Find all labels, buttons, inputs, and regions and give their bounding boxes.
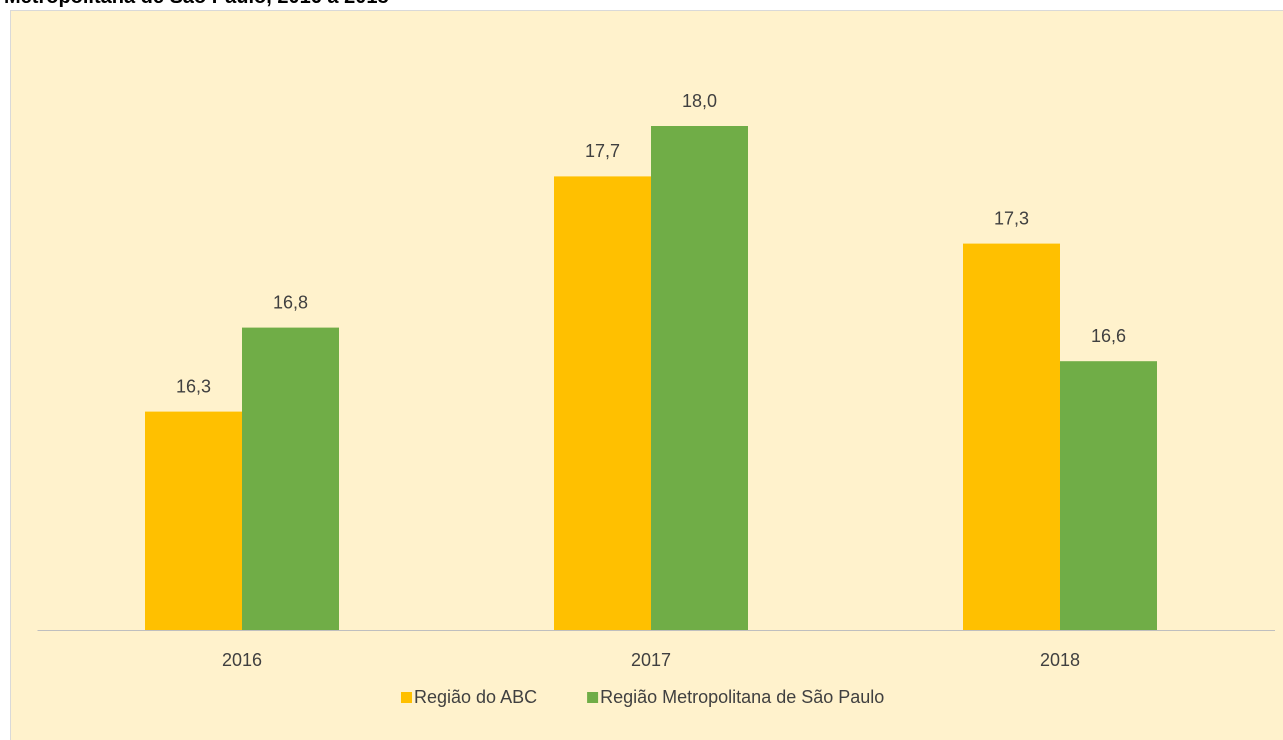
value-label: 17,3 xyxy=(994,208,1029,228)
x-tick-label: 2017 xyxy=(631,650,671,670)
x-tick-label: 2016 xyxy=(222,650,262,670)
value-label: 16,8 xyxy=(273,292,308,312)
bar xyxy=(1060,361,1157,630)
legend-label: Região do ABC xyxy=(414,687,537,707)
bar xyxy=(651,126,748,630)
value-label: 16,3 xyxy=(176,376,211,396)
value-label: 18,0 xyxy=(682,91,717,111)
legend-label: Região Metropolitana de São Paulo xyxy=(600,687,884,707)
bar xyxy=(242,327,339,630)
legend-swatch xyxy=(587,692,599,703)
legend-swatch xyxy=(401,692,412,703)
bar xyxy=(145,411,242,630)
value-label: 16,6 xyxy=(1091,326,1126,346)
value-label: 17,7 xyxy=(585,141,620,161)
bar xyxy=(554,176,651,630)
bar xyxy=(963,243,1060,630)
chart-title: Metropolitana de São Paulo, 2016 a 2018 xyxy=(4,0,389,8)
x-tick-label: 2018 xyxy=(1040,650,1080,670)
